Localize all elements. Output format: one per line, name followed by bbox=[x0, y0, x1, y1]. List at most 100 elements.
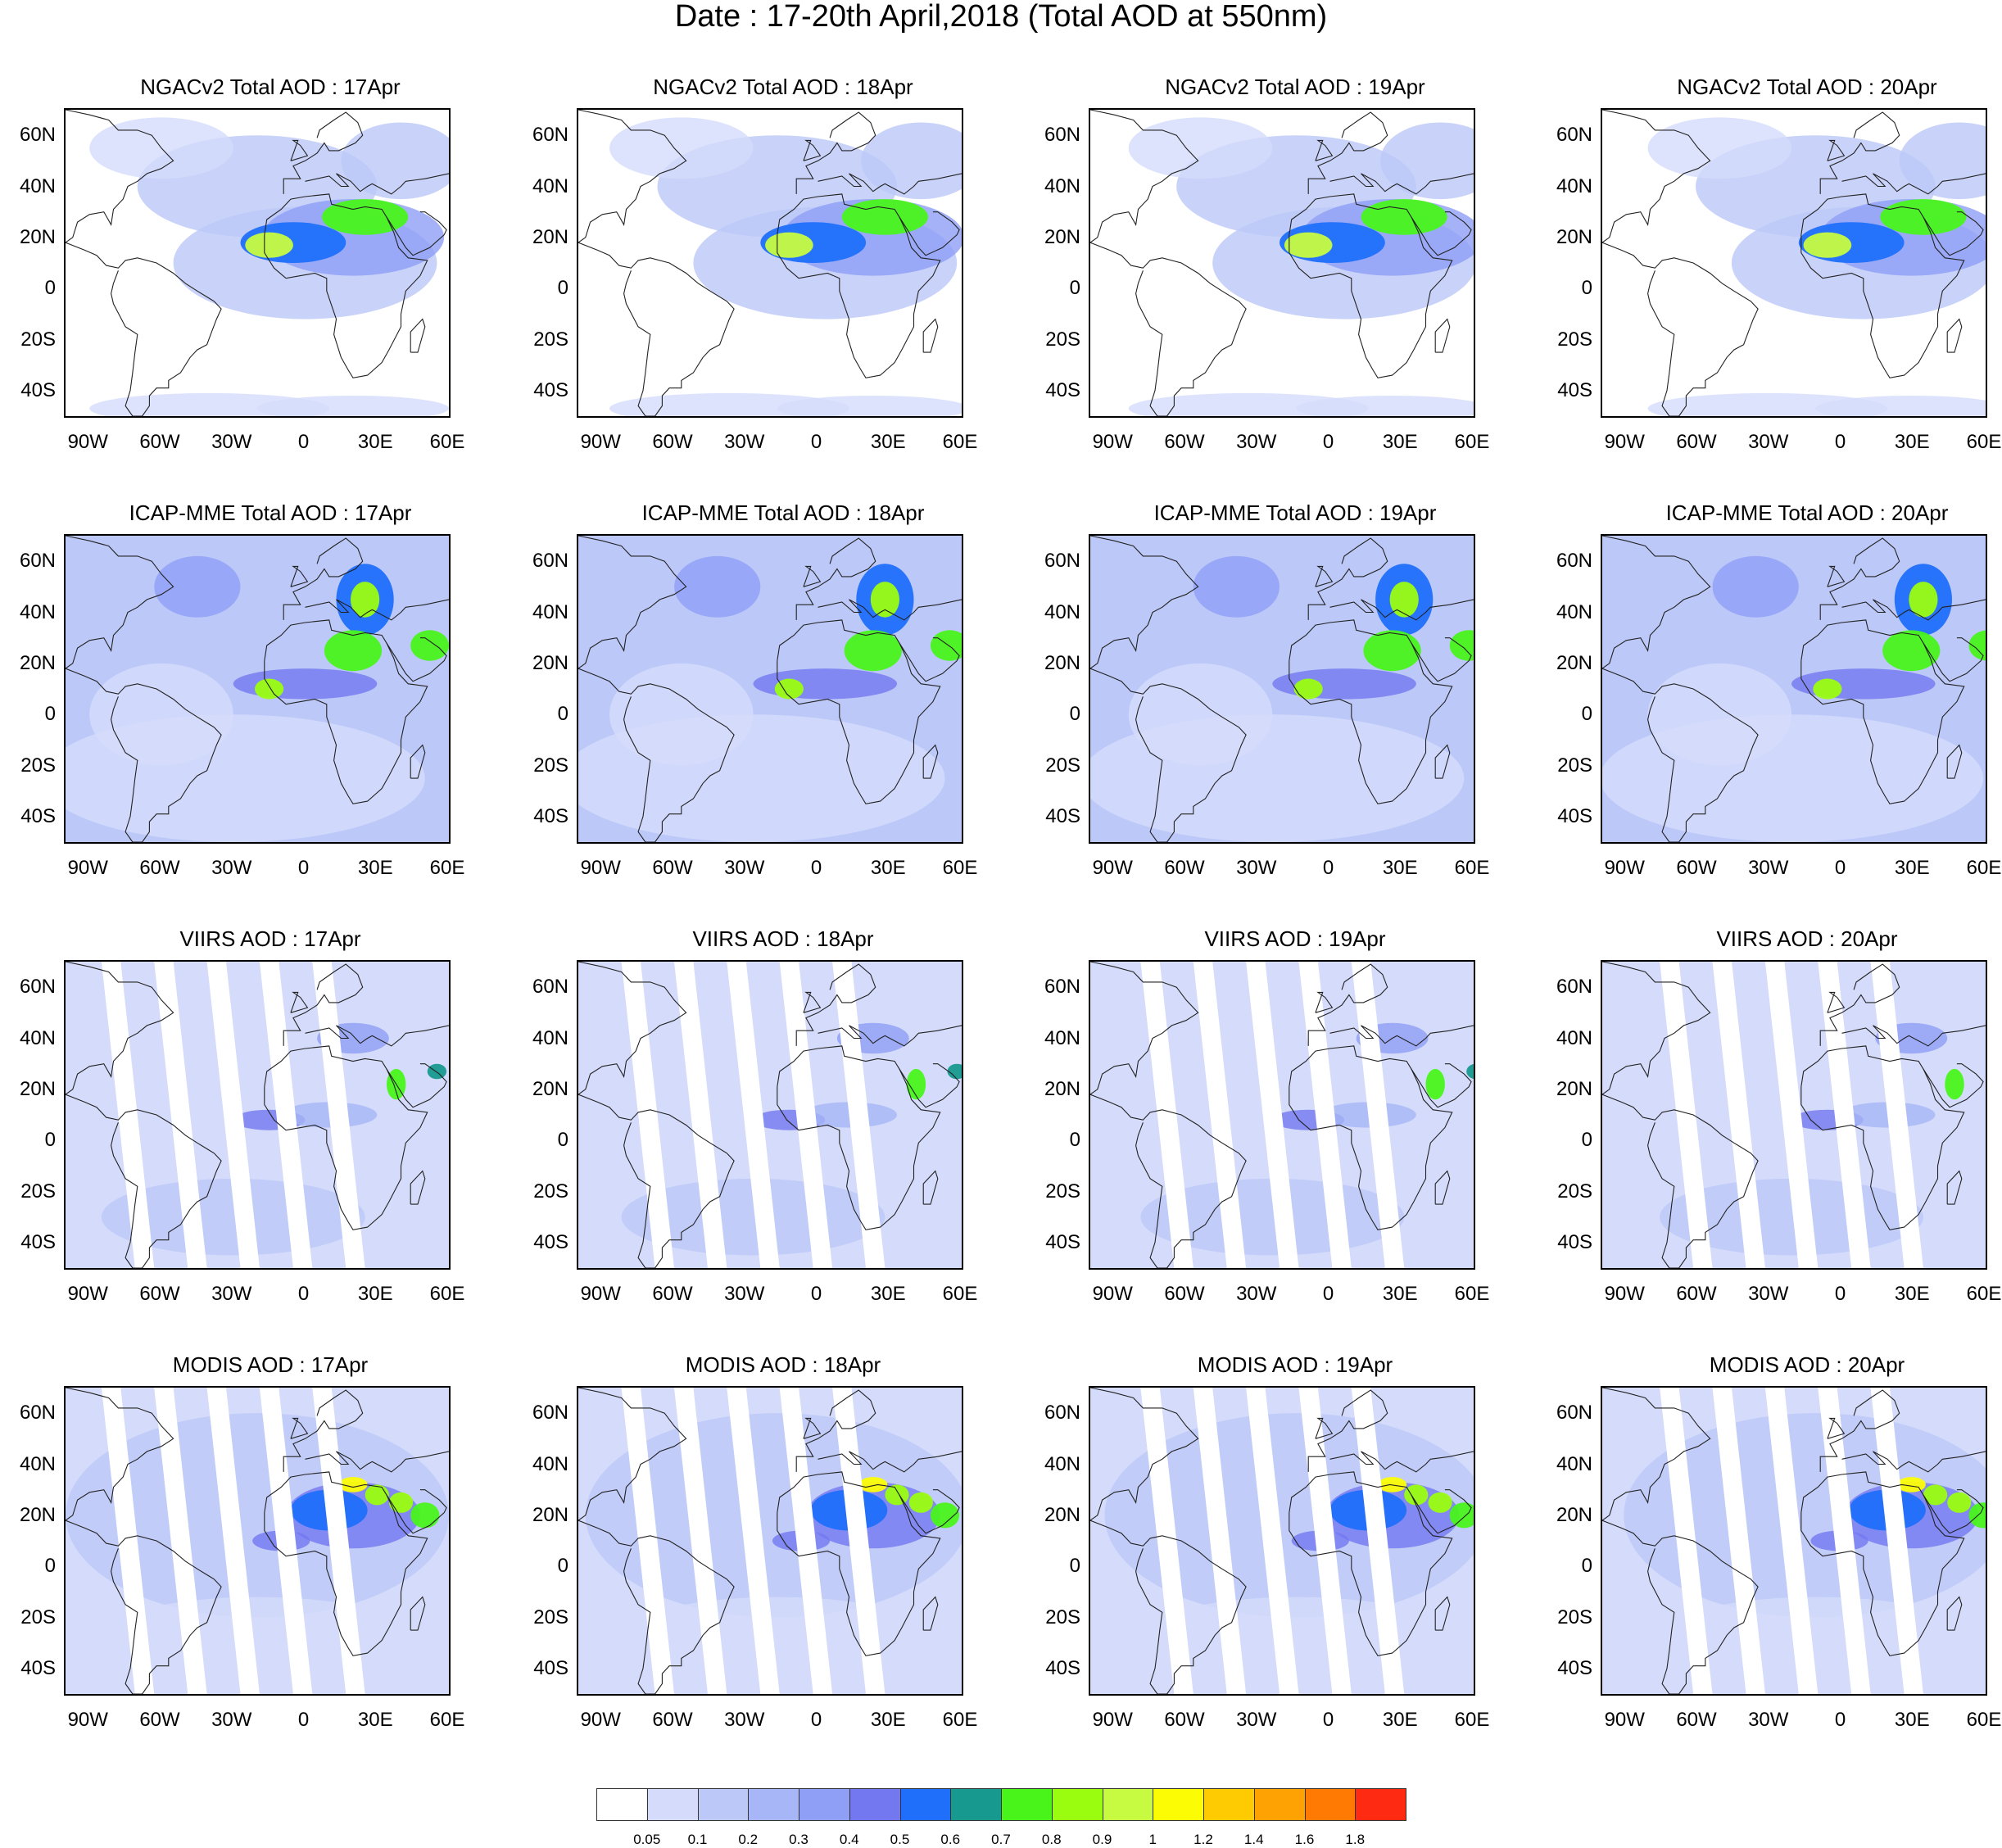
lat-tick-label: 40N bbox=[1044, 600, 1080, 623]
lat-tick-label: 40S bbox=[533, 1656, 568, 1679]
swath-gap bbox=[259, 1388, 313, 1694]
swath-gap bbox=[154, 1388, 207, 1694]
swath-gap bbox=[1193, 1388, 1247, 1694]
coastline bbox=[578, 1094, 735, 1268]
aod-map bbox=[64, 534, 451, 844]
colorbar-tick-label: 1.2 bbox=[1194, 1832, 1213, 1847]
aod-plume bbox=[930, 1502, 960, 1529]
swath-gap bbox=[1140, 962, 1194, 1268]
lon-tick-label: 30E bbox=[870, 431, 906, 453]
lat-tick-label: 0 bbox=[1069, 1555, 1080, 1578]
swath-gap bbox=[779, 1388, 833, 1694]
coastline bbox=[803, 565, 822, 587]
map-panel: MODIS AOD : 20Apr 60N 40N 20N 0 20S 40S 90W 60W 3… bbox=[1537, 1352, 2002, 1761]
aod-plume bbox=[1466, 1063, 1474, 1080]
swath-gap bbox=[1818, 1388, 1871, 1694]
lat-tick-label: 20N bbox=[1044, 225, 1080, 248]
aod-plume bbox=[89, 663, 233, 766]
coastline bbox=[1819, 537, 1900, 620]
lon-tick-label: 30E bbox=[357, 1283, 393, 1305]
aod-plume bbox=[1813, 678, 1842, 700]
lon-tick-label: 60W bbox=[652, 857, 693, 879]
lat-tick-label: 20S bbox=[1557, 754, 1592, 777]
panel-title: ICAP-MME Total AOD : 17Apr bbox=[129, 500, 412, 525]
aod-plume bbox=[410, 630, 449, 661]
lat-tick-label: 0 bbox=[44, 703, 56, 726]
lat-tick-label: 0 bbox=[1581, 1129, 1592, 1152]
aod-plume bbox=[1380, 122, 1474, 200]
lon-tick-label: 30W bbox=[1748, 857, 1789, 879]
aod-plume bbox=[1128, 663, 1273, 766]
lat-tick-label: 20N bbox=[1556, 651, 1592, 674]
aod-plume bbox=[351, 582, 380, 618]
lon-tick-label: 30W bbox=[1236, 1709, 1277, 1731]
lon-tick-label: 60E bbox=[1454, 1709, 1490, 1731]
lon-tick-label: 0 bbox=[297, 1283, 310, 1305]
colorbar-tick-label: 0.1 bbox=[687, 1832, 708, 1847]
aod-plume bbox=[774, 678, 804, 700]
lon-tick-label: 30W bbox=[1236, 857, 1277, 879]
coastline bbox=[1602, 536, 1711, 669]
aod-plume bbox=[1647, 663, 1792, 766]
lat-tick-label: 20S bbox=[1557, 1606, 1592, 1628]
lon-tick-label: 60E bbox=[1966, 431, 2002, 453]
aod-plume bbox=[1272, 668, 1416, 700]
lat-tick-label: 40S bbox=[533, 804, 568, 827]
swath-gap bbox=[674, 1388, 727, 1694]
aod-map bbox=[1089, 960, 1475, 1270]
coastline bbox=[578, 1388, 687, 1521]
lat-tick-label: 0 bbox=[44, 1555, 56, 1578]
swath-gap bbox=[101, 1388, 155, 1694]
aod-plume bbox=[1293, 678, 1323, 700]
swath-gap bbox=[1660, 1388, 1713, 1694]
aod-plume bbox=[1284, 232, 1333, 258]
coastline bbox=[290, 1417, 309, 1439]
swath-gap bbox=[1246, 962, 1299, 1268]
coastline bbox=[410, 318, 426, 353]
coastline bbox=[305, 599, 449, 621]
lat-tick-label: 20S bbox=[1045, 328, 1080, 351]
colorbar-tick-label: 0.4 bbox=[839, 1832, 859, 1847]
lon-tick-label: 90W bbox=[1092, 431, 1133, 453]
coastline bbox=[1329, 599, 1474, 621]
colorbar-swatch bbox=[697, 1788, 750, 1821]
coastline bbox=[1329, 173, 1474, 195]
coastline bbox=[1289, 1471, 1453, 1656]
coastline bbox=[386, 1063, 447, 1108]
swath-gap bbox=[832, 1388, 886, 1694]
colorbar bbox=[596, 1788, 1406, 1821]
lat-tick-label: 40N bbox=[532, 174, 568, 197]
lon-tick-label: 60E bbox=[1454, 431, 1490, 453]
swath-gap bbox=[727, 1388, 780, 1694]
map-panel: NGACv2 Total AOD : 17Apr 60N 40N 20N 0 20S 40S… bbox=[0, 74, 491, 483]
coastline bbox=[1434, 744, 1451, 779]
coastline bbox=[290, 139, 309, 161]
lon-tick-label: 0 bbox=[1834, 1709, 1846, 1731]
panel-title: NGACv2 Total AOD : 20Apr bbox=[1677, 75, 1937, 99]
panel-title: VIIRS AOD : 17Apr bbox=[179, 926, 361, 951]
aod-plume bbox=[908, 1492, 933, 1513]
lat-tick-label: 60N bbox=[532, 124, 568, 147]
coastline bbox=[1090, 536, 1199, 669]
aod-plume bbox=[801, 1102, 897, 1128]
panel-title: VIIRS AOD : 20Apr bbox=[1716, 926, 1898, 951]
coastline bbox=[1090, 110, 1199, 243]
coastline bbox=[922, 318, 939, 353]
lon-tick-label: 60W bbox=[652, 1709, 693, 1731]
lon-tick-label: 90W bbox=[67, 431, 108, 453]
map-panel: MODIS AOD : 17Apr 60N 40N 20N 0 20S 40S 90W 60W 3… bbox=[0, 1352, 491, 1761]
coastline bbox=[578, 536, 687, 669]
lon-tick-label: 0 bbox=[1322, 431, 1334, 453]
coastline bbox=[1315, 565, 1334, 587]
lon-tick-label: 0 bbox=[1834, 857, 1846, 879]
swath-gap bbox=[1660, 962, 1713, 1268]
panel-title: ICAP-MME Total AOD : 20Apr bbox=[1665, 500, 1949, 525]
lat-tick-label: 20N bbox=[1044, 651, 1080, 674]
coastline bbox=[1289, 619, 1453, 804]
aod-plume bbox=[388, 1492, 414, 1513]
lon-tick-label: 90W bbox=[67, 1283, 108, 1305]
coastline bbox=[1819, 963, 1900, 1046]
lat-tick-label: 60N bbox=[1044, 1402, 1080, 1424]
lon-tick-label: 90W bbox=[67, 857, 108, 879]
swath-gap bbox=[206, 962, 260, 1268]
